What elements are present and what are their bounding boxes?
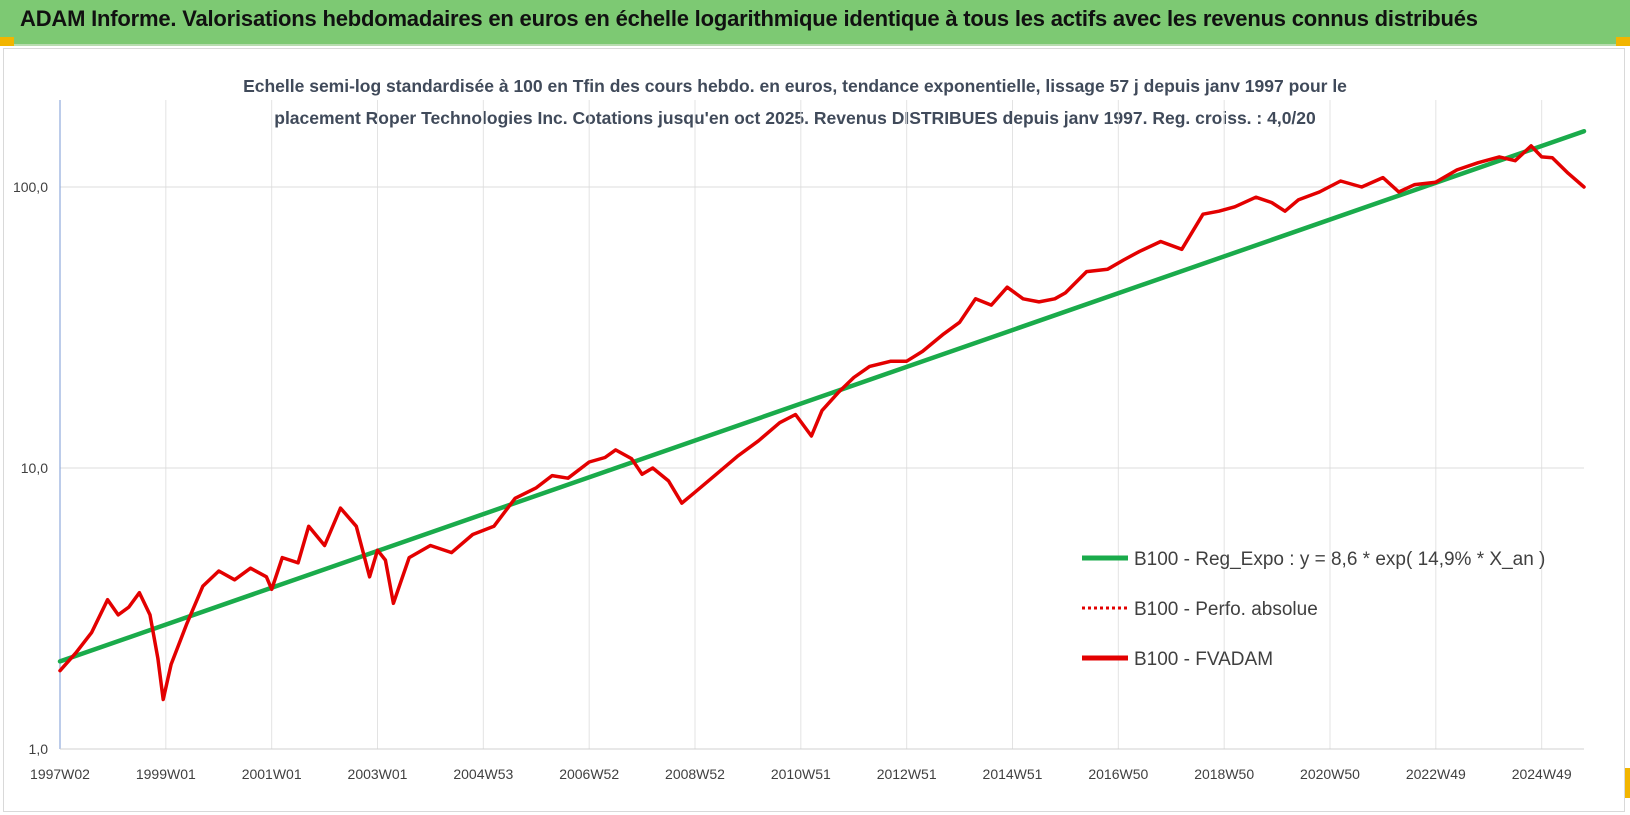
x-tick-label: 1999W01	[136, 766, 196, 782]
chart-frame	[3, 48, 1625, 812]
title-banner: ADAM Informe. Valorisations hebdomadaire…	[0, 0, 1630, 46]
x-tick-label: 2024W49	[1512, 766, 1572, 782]
x-tick-label: 2018W50	[1194, 766, 1254, 782]
x-tick-label: 2006W52	[559, 766, 619, 782]
x-tick-label: 2012W51	[877, 766, 937, 782]
x-tick-label: 2004W53	[453, 766, 513, 782]
series-line-2	[58, 144, 1586, 702]
x-tick-label: 2001W01	[242, 766, 302, 782]
legend-label-1: B100 - Perfo. absolue	[1134, 599, 1318, 620]
grid-lines	[60, 100, 1584, 749]
x-tick-label: 2020W50	[1300, 766, 1360, 782]
corner-marker-right	[1616, 37, 1630, 46]
chart-title-line-2: placement Roper Technologies Inc. Cotati…	[274, 108, 1316, 128]
series-line-0	[57, 128, 1587, 664]
x-tick-label: 2016W50	[1088, 766, 1148, 782]
x-tick-label: 2010W51	[771, 766, 831, 782]
legend-label-2: B100 - FVADAM	[1134, 649, 1273, 670]
legend: B100 - Reg_Expo : y = 8,6 * exp( 14,9% *…	[1082, 549, 1545, 670]
chart-title: Echelle semi-log standardisée à 100 en T…	[160, 70, 1430, 134]
page-title: ADAM Informe. Valorisations hebdomadaire…	[20, 6, 1478, 31]
x-tick-label: 2008W52	[665, 766, 725, 782]
x-tick-label: 2014W51	[983, 766, 1043, 782]
legend-label-0: B100 - Reg_Expo : y = 8,6 * exp( 14,9% *…	[1134, 549, 1545, 570]
x-tick-label: 2003W01	[348, 766, 408, 782]
y-tick-label: 10,0	[21, 460, 48, 476]
corner-marker-bottom-right	[1624, 768, 1630, 798]
corner-marker-left	[0, 37, 14, 46]
x-tick-label: 2022W49	[1406, 766, 1466, 782]
x-tick-label: 1997W02	[30, 766, 90, 782]
series-lines	[57, 128, 1587, 702]
y-tick-label: 1,0	[29, 741, 49, 757]
chart-title-line-1: Echelle semi-log standardisée à 100 en T…	[243, 76, 1347, 96]
axes: 1997W02 1999W01 2001W01 2003W01 2004W53 2006W…	[13, 100, 1584, 782]
y-tick-label: 100,0	[13, 179, 48, 195]
